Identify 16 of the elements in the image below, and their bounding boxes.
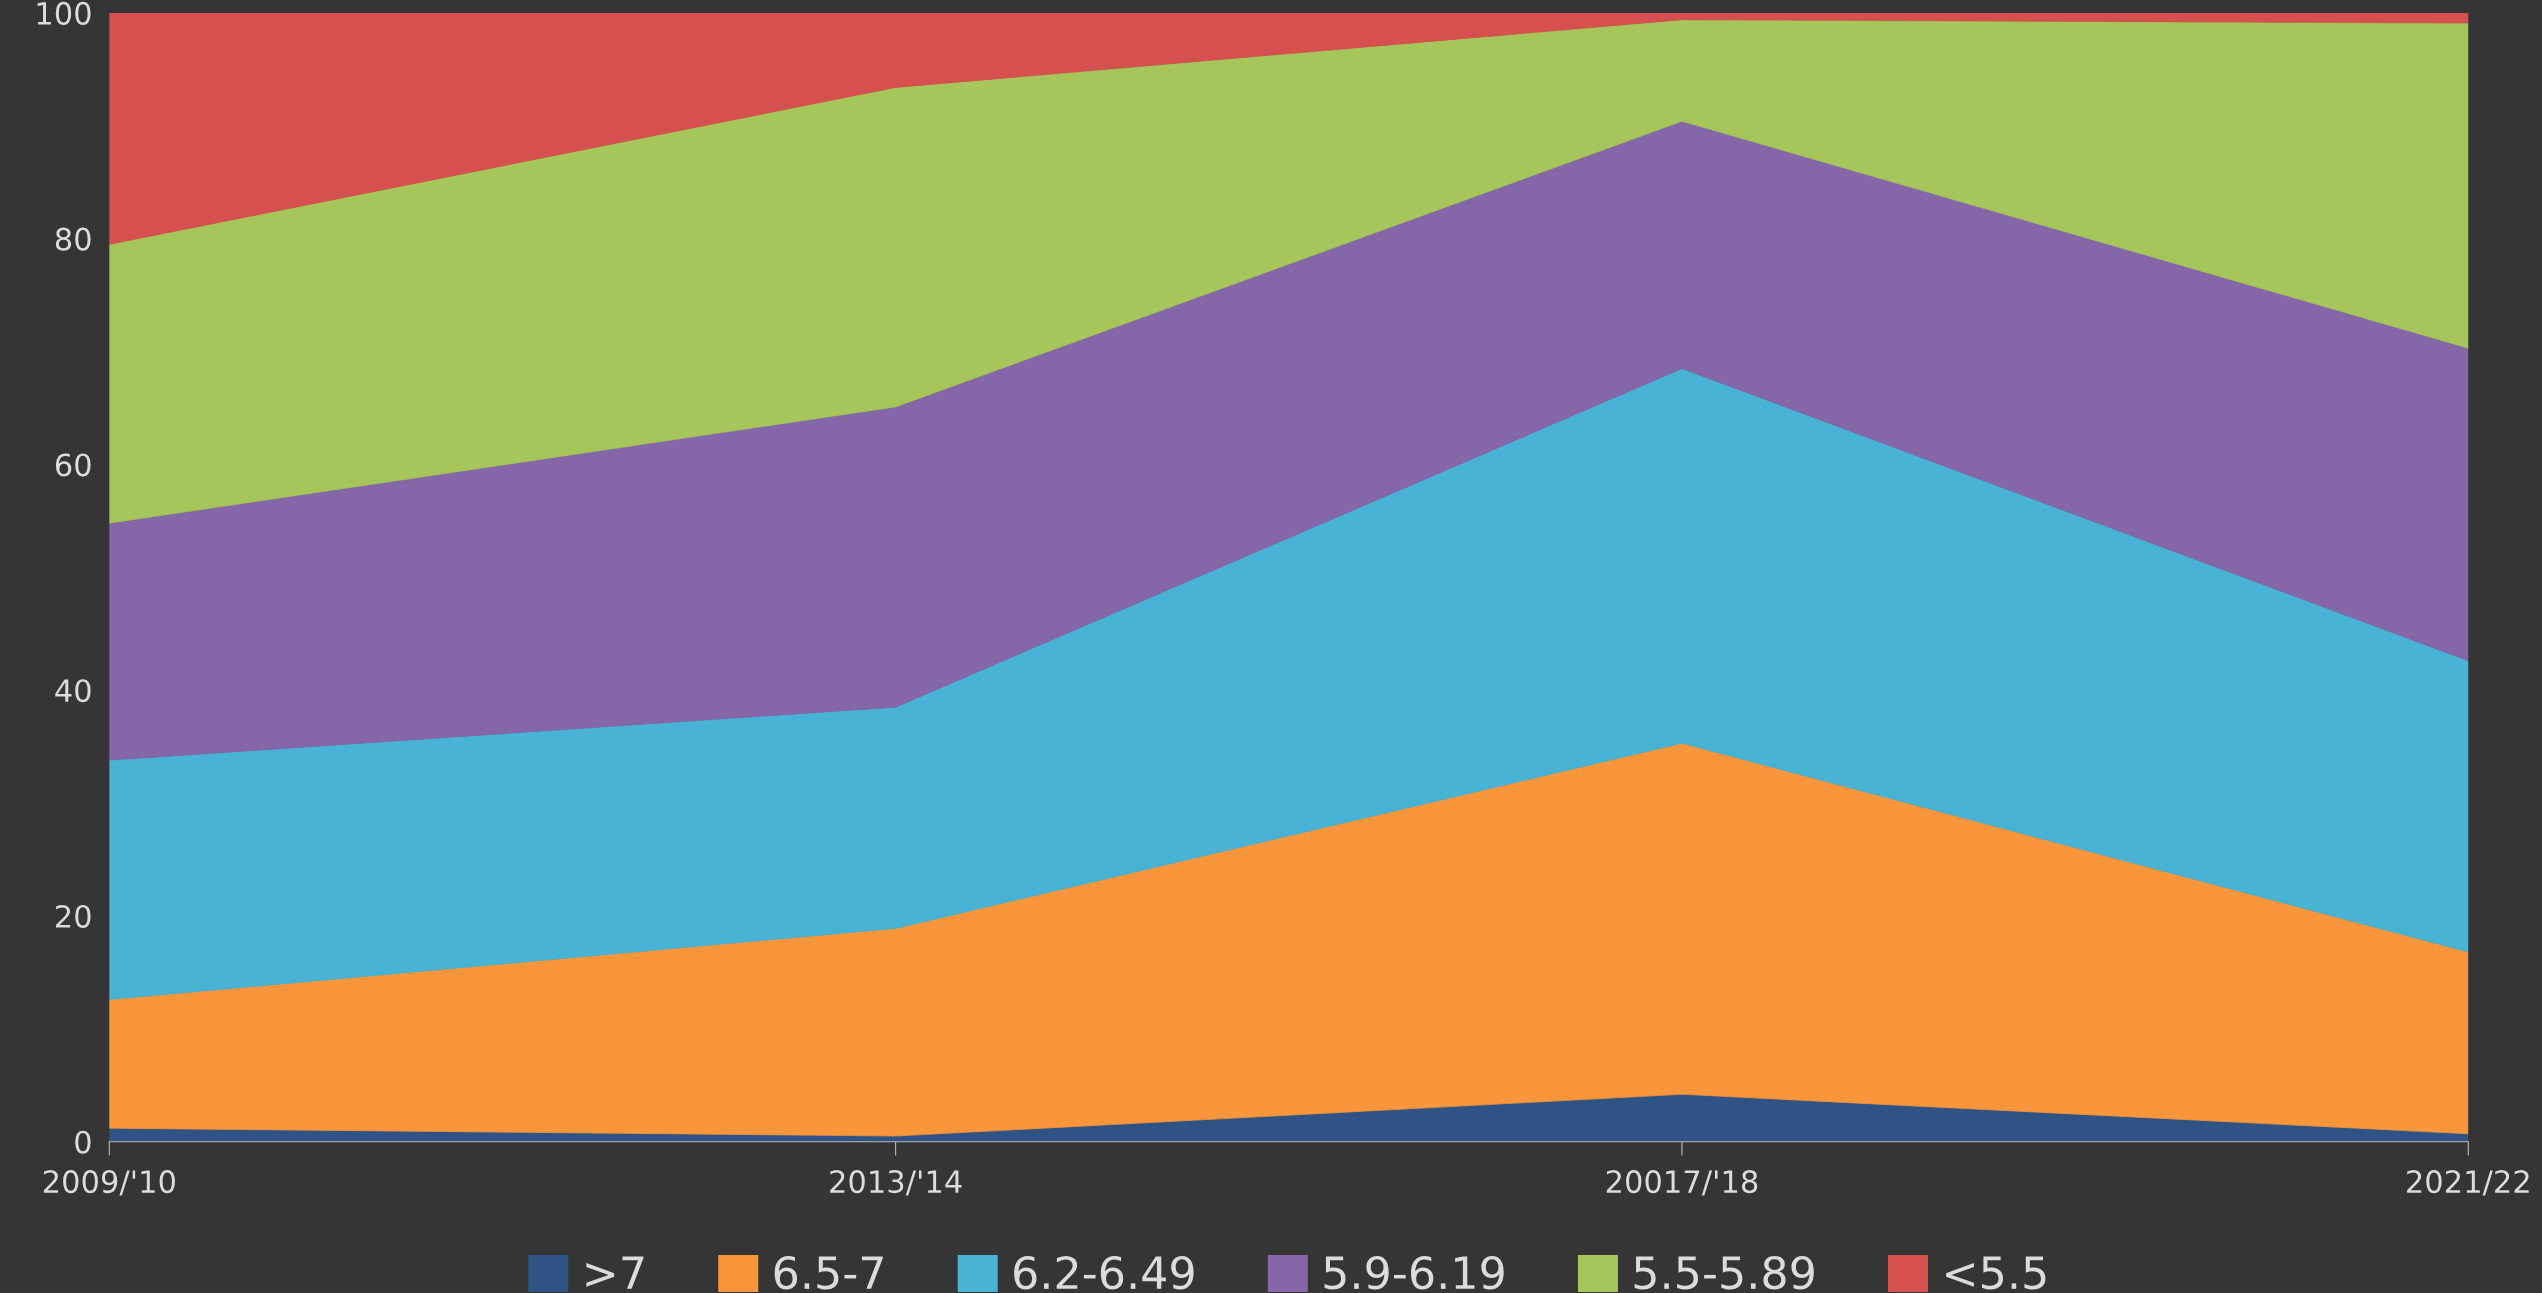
x-tick-label: 2021/22 <box>2407 1170 2529 1196</box>
x-tick-label: 2013/'14 <box>830 1170 962 1196</box>
y-tick-label: 100 <box>37 1 91 25</box>
legend-label: <5.5 <box>1946 1256 2046 1290</box>
legend-label: 5.5-5.89 <box>1634 1255 1814 1290</box>
y-tick-label: 80 <box>55 227 91 251</box>
x-tick-label: 20017/'18 <box>1606 1170 1758 1196</box>
legend-label: 6.2-6.49 <box>1014 1255 1194 1290</box>
y-tick-label: 40 <box>55 679 91 703</box>
legend-label: 5.9-6.19 <box>1324 1255 1504 1290</box>
y-tick-label: 0 <box>75 1130 91 1154</box>
x-tick-label: 2009/'10 <box>43 1170 175 1196</box>
legend-label: 6.5-7 <box>774 1255 883 1290</box>
y-tick-label: 20 <box>56 904 91 928</box>
legend-label: >7 <box>586 1256 644 1289</box>
y-tick-label: 60 <box>55 453 91 477</box>
